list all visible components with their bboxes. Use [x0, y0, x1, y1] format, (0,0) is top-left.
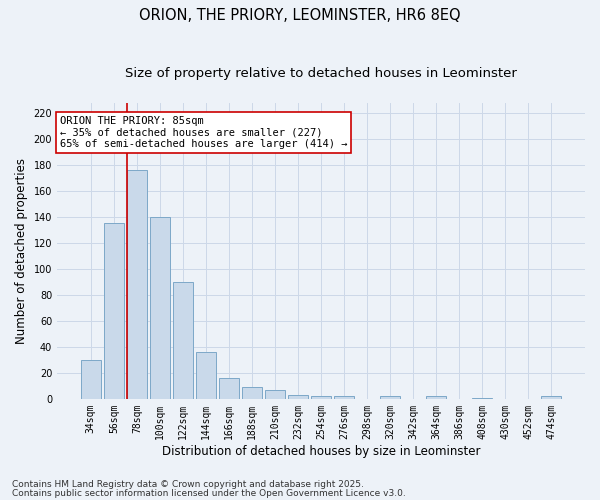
Text: Contains HM Land Registry data © Crown copyright and database right 2025.: Contains HM Land Registry data © Crown c…: [12, 480, 364, 489]
Bar: [288, 395, 308, 399]
Bar: [196, 352, 216, 399]
Bar: [127, 170, 146, 399]
Bar: [472, 398, 492, 399]
Bar: [311, 396, 331, 399]
Text: Contains public sector information licensed under the Open Government Licence v3: Contains public sector information licen…: [12, 488, 406, 498]
Y-axis label: Number of detached properties: Number of detached properties: [15, 158, 28, 344]
Bar: [81, 360, 101, 399]
Bar: [219, 378, 239, 399]
Bar: [380, 396, 400, 399]
Bar: [334, 396, 354, 399]
Bar: [150, 217, 170, 399]
Bar: [427, 396, 446, 399]
Title: Size of property relative to detached houses in Leominster: Size of property relative to detached ho…: [125, 68, 517, 80]
Text: ORION, THE PRIORY, LEOMINSTER, HR6 8EQ: ORION, THE PRIORY, LEOMINSTER, HR6 8EQ: [139, 8, 461, 22]
Bar: [242, 387, 262, 399]
X-axis label: Distribution of detached houses by size in Leominster: Distribution of detached houses by size …: [162, 444, 480, 458]
Text: ORION THE PRIORY: 85sqm
← 35% of detached houses are smaller (227)
65% of semi-d: ORION THE PRIORY: 85sqm ← 35% of detache…: [59, 116, 347, 149]
Bar: [265, 390, 285, 399]
Bar: [541, 396, 561, 399]
Bar: [104, 224, 124, 399]
Bar: [173, 282, 193, 399]
